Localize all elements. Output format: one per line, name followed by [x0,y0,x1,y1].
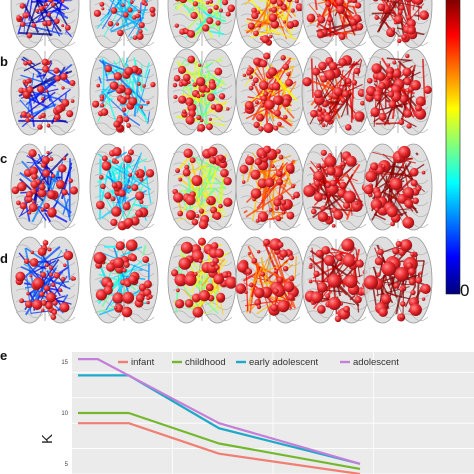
brain-b-6 [363,48,433,136]
colorbar-bar [445,0,461,295]
brain-d-1 [10,236,80,324]
chart-series [78,358,361,474]
chart-series-childhood [78,411,361,470]
colorbar: 0 [445,0,469,300]
brain-a-2 [89,0,159,49]
legend-label-early-adolescent: early adolescent [249,357,319,368]
legend-label-childhood: childhood [185,357,226,368]
brain-b-5 [301,48,371,136]
chart-legend: infant childhood early adolescent adolescen… [118,357,399,368]
brain-c-4 [235,143,305,231]
colorbar-min-label: 0 [460,281,469,300]
chart-y-tick-10: 10 [61,411,68,417]
chart-y-tick-5: 5 [65,462,69,468]
chart-series-adolescent [78,358,361,465]
brain-a-1 [10,0,80,49]
chart-y-axis-title: K [39,434,56,444]
panel-label-e: e [0,348,7,363]
brain-network-grid [10,0,433,324]
brain-a-4 [235,0,305,49]
brain-a-5 [301,0,371,49]
panel-label-c: c [0,151,7,166]
brain-a-3 [167,0,237,49]
brain-c-3 [167,143,237,231]
brain-d-6 [363,236,433,324]
chart-y-tick-15: 15 [61,360,68,366]
panel-label-b: b [0,54,8,69]
brain-c-2 [89,143,159,231]
brain-a-6 [363,0,433,49]
brain-b-2 [89,48,159,136]
brain-d-2 [89,236,159,324]
brain-c-5 [301,143,371,231]
panel-label-d: d [0,251,8,266]
chart-gridlines [72,352,474,474]
chart-y-ticks: 5 10 15 [61,360,68,468]
chart-series-infant [78,422,361,474]
brain-d-3 [167,236,238,324]
brain-b-1 [10,48,80,136]
brain-d-5 [301,236,371,324]
legend-label-infant: infant [131,357,155,368]
brain-b-4 [235,48,305,136]
legend-label-adolescent: adolescent [353,357,399,368]
brain-d-4 [235,236,305,324]
chart-series-early-adolescent [78,374,361,465]
brain-c-6 [363,143,433,231]
brain-b-3 [167,48,237,136]
k-line-chart: 5 10 15 infant childhood early adolescent ado… [39,352,474,474]
brain-c-1 [10,143,80,231]
